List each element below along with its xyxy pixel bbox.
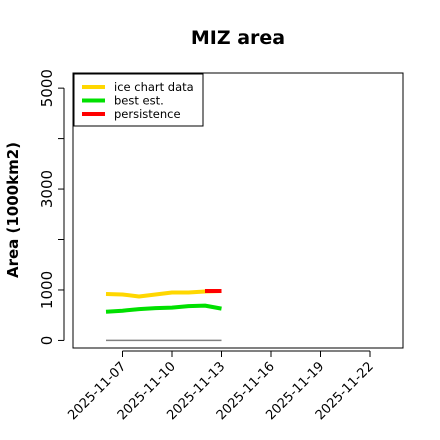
y-tick-label: 5000	[38, 69, 56, 107]
legend-box	[73, 73, 204, 127]
y-tick-label: 1000	[38, 271, 56, 309]
y-axis: 0 1000 3000 5000	[38, 69, 65, 346]
plot-frame	[72, 72, 404, 349]
chart-title: MIZ area	[191, 27, 285, 49]
legend-label-ice-chart-data: ice chart data	[114, 80, 194, 94]
legend-label-best-est-: best est.	[114, 94, 164, 108]
legend-label-persistence: persistence	[114, 107, 181, 121]
y-tick-label: 3000	[38, 170, 56, 208]
series-lines	[105, 289, 222, 342]
y-axis-label: Area (1000km2)	[4, 142, 22, 278]
x-axis: 2025-11-072025-11-102025-11-132025-11-16…	[65, 350, 377, 423]
y-tick-label: 0	[38, 336, 56, 346]
series-line-best-est-	[105, 303, 222, 314]
series-line-ice-chart-data	[105, 289, 222, 299]
